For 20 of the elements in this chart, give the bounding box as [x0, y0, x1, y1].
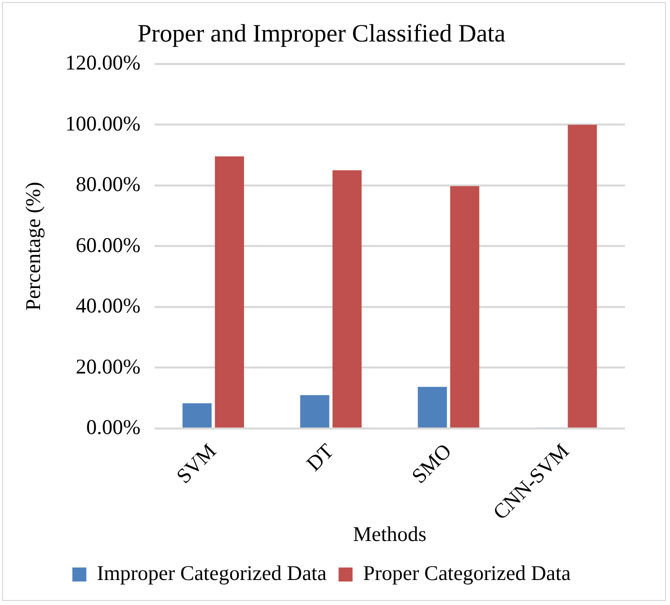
bar	[182, 403, 212, 428]
y-tick-label: 20.00%	[76, 354, 140, 378]
bar	[332, 170, 362, 428]
bar	[214, 156, 244, 428]
y-axis-title: Percentage (%)	[21, 182, 46, 311]
bar	[568, 124, 597, 428]
y-tick-label: 0.00%	[86, 415, 140, 440]
y-tick-label: 80.00%	[76, 172, 140, 196]
y-tick-label: 40.00%	[76, 294, 140, 318]
legend-label: Improper Categorized Data	[96, 561, 328, 586]
x-axis-title: Methods	[352, 522, 426, 546]
chart-title: Proper and Improper Classified Data	[138, 20, 506, 48]
x-tick-label: DT	[302, 438, 338, 476]
y-tick-label: 60.00%	[76, 232, 140, 257]
y-tick-label: 120.00%	[65, 50, 140, 75]
y-tick-label: 100.00%	[65, 111, 140, 136]
bar	[450, 186, 480, 428]
bar	[418, 386, 447, 428]
bar	[300, 395, 330, 428]
legend-label: Proper Categorized Data	[363, 561, 572, 586]
